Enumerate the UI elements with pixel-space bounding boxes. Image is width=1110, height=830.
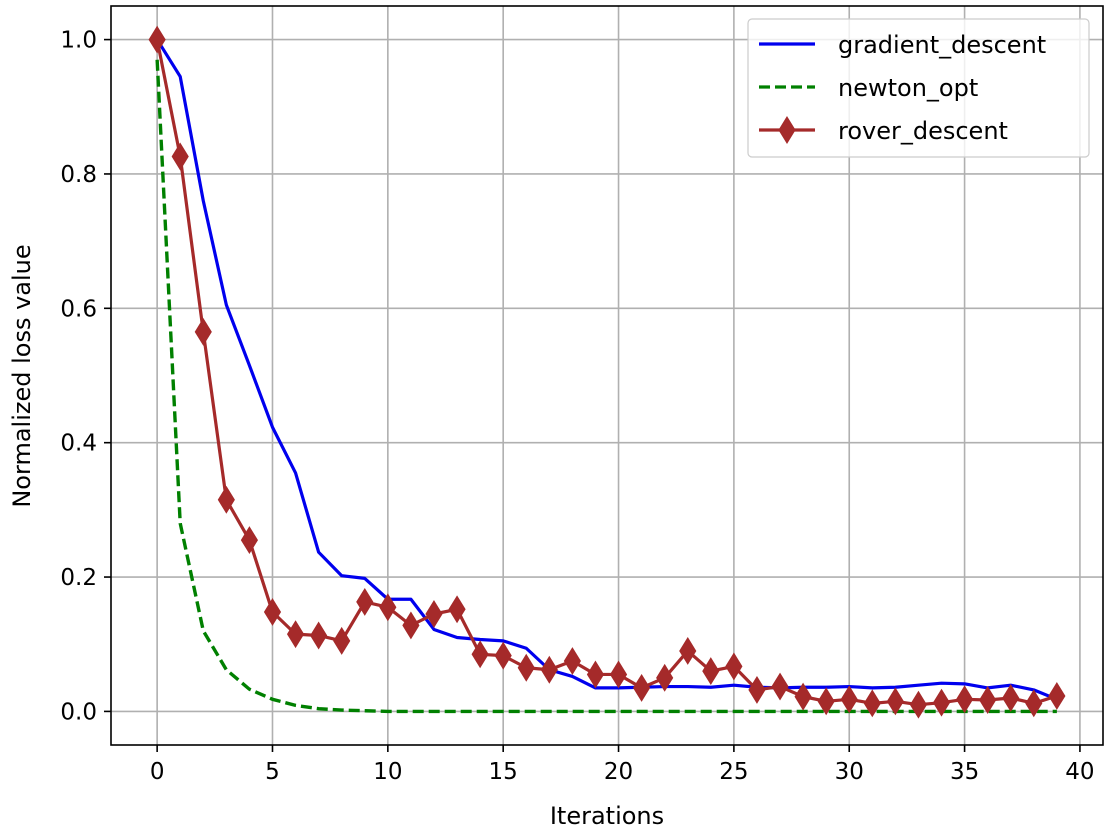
legend-box <box>747 18 1090 158</box>
legend: gradient_descent newton_opt rover_descent <box>747 18 1090 158</box>
data-point-rover_descent <box>240 526 259 555</box>
data-point-rover_descent <box>356 587 374 616</box>
data-point-rover_descent <box>263 598 282 626</box>
data-point-rover_descent <box>1025 689 1043 718</box>
data-point-rover_descent <box>540 655 558 684</box>
x-axis-label: Iterations <box>550 802 664 830</box>
data-point-rover_descent <box>310 621 328 650</box>
legend-label-rover_descent: rover_descent <box>838 117 1008 145</box>
legend-label-gradient_descent: gradient_descent <box>838 31 1046 59</box>
data-point-rover_descent <box>586 660 605 689</box>
data-point-rover_descent <box>794 682 812 711</box>
axis-ticks: 0 5 10 15 20 25 30 35 40 0.0 0.2 0.4 0.6 0.8 1.0 <box>60 28 1094 785</box>
x-tick-label: 10 <box>373 759 402 785</box>
series-line-newton_opt <box>155 59 1057 714</box>
x-tick-label: 30 <box>835 759 864 785</box>
y-tick-label: 1.0 <box>60 28 97 54</box>
data-point-rover_descent <box>471 640 489 669</box>
x-tick-label: 15 <box>489 759 518 785</box>
data-point-rover_descent <box>725 652 743 681</box>
x-tick-label: 35 <box>950 759 979 785</box>
x-tick-label: 20 <box>604 759 633 785</box>
y-tick-label: 0.8 <box>60 162 97 188</box>
y-tick-label: 0.4 <box>60 431 97 457</box>
data-point-rover_descent <box>1048 682 1066 710</box>
data-point-rover_descent <box>955 685 974 714</box>
legend-marker-rover_descent <box>778 116 796 144</box>
data-point-rover_descent <box>702 657 720 686</box>
data-point-rover_descent <box>748 675 766 704</box>
data-point-rover_descent <box>771 672 789 701</box>
data-point-rover_descent <box>886 687 904 716</box>
data-point-rover_descent <box>817 687 835 716</box>
data-point-rover_descent <box>194 317 212 346</box>
data-point-rover_descent <box>402 611 420 640</box>
data-point-rover_descent <box>656 663 674 692</box>
data-point-rover_descent <box>171 142 189 171</box>
data-point-rover_descent <box>425 600 443 628</box>
y-tick-label: 0.0 <box>60 699 97 725</box>
data-point-rover_descent <box>863 689 881 718</box>
data-point-rover_descent <box>932 688 951 717</box>
y-tick-label: 0.6 <box>60 296 97 322</box>
x-tick-label: 0 <box>150 759 165 785</box>
data-point-rover_descent <box>448 595 466 624</box>
data-point-rover_descent <box>563 647 581 675</box>
series-layer <box>148 25 1066 719</box>
data-point-rover_descent <box>633 673 651 702</box>
data-point-rover_descent <box>148 25 166 54</box>
data-point-rover_descent <box>609 660 628 689</box>
data-point-rover_descent <box>379 593 397 622</box>
x-tick-label: 40 <box>1065 759 1094 785</box>
x-tick-label: 25 <box>719 759 748 785</box>
data-point-rover_descent <box>333 626 351 655</box>
data-point-rover_descent <box>494 641 512 670</box>
series-line-gradient_descent <box>155 38 1058 701</box>
series-line-rover_descent <box>155 39 1058 707</box>
data-point-rover_descent <box>909 690 928 719</box>
grid-lines <box>111 6 1103 745</box>
data-point-rover_descent <box>979 686 997 714</box>
legend-label-newton_opt: newton_opt <box>838 74 978 102</box>
y-tick-label: 0.2 <box>60 565 97 591</box>
plot-frame <box>110 5 1104 746</box>
y-axis-label: Normalized loss value <box>8 244 36 507</box>
data-point-rover_descent <box>679 636 697 665</box>
data-point-rover_descent <box>517 653 535 682</box>
x-tick-label: 5 <box>265 759 280 785</box>
data-point-rover_descent <box>1002 684 1020 712</box>
data-point-rover_descent <box>217 485 235 514</box>
data-point-rover_descent <box>840 685 858 714</box>
data-point-rover_descent <box>286 620 305 649</box>
